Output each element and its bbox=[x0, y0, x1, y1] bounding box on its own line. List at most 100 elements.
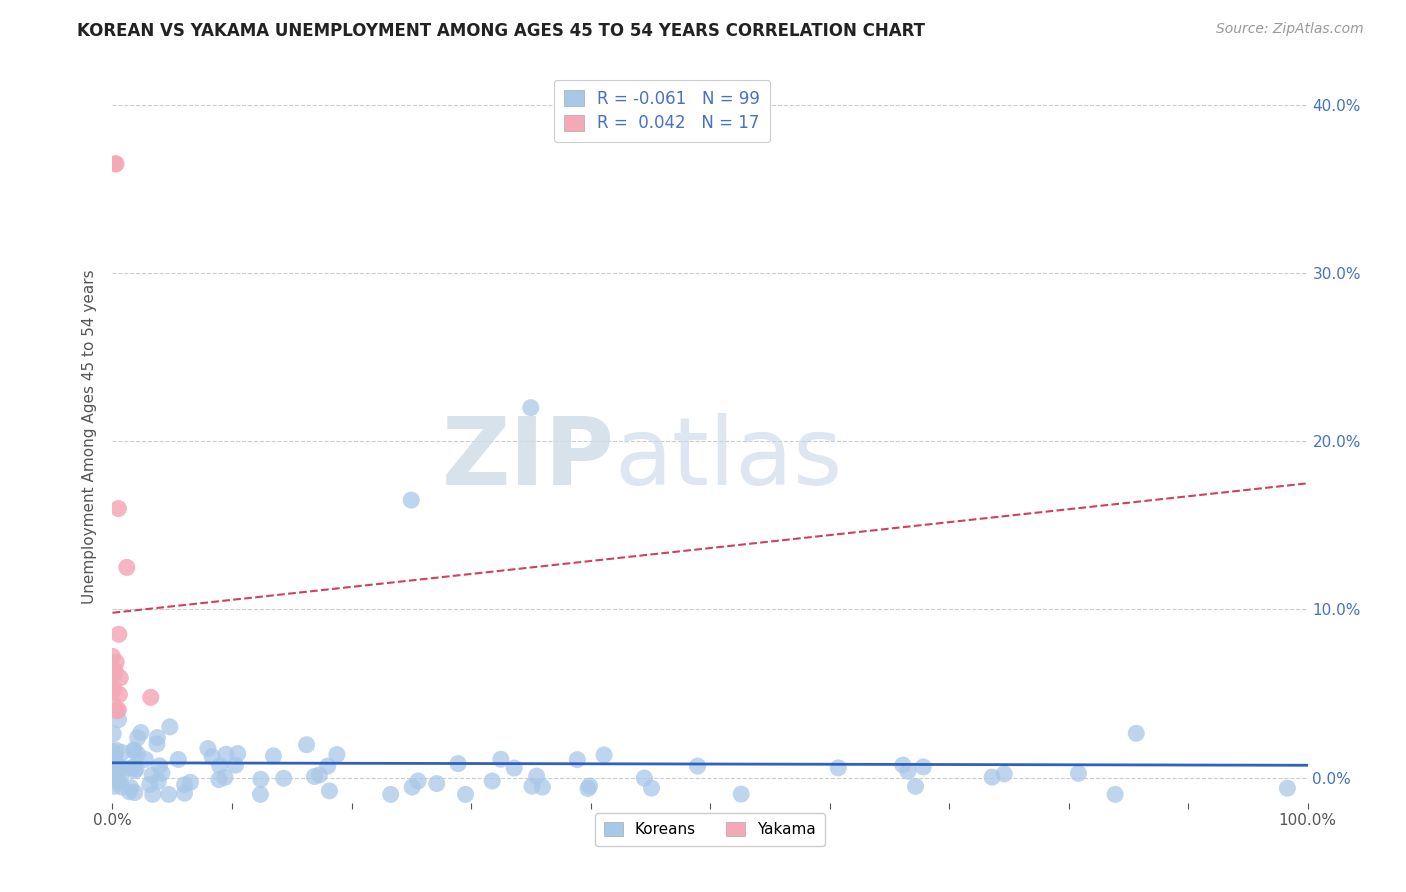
Point bbox=[141, 768, 163, 782]
Point bbox=[173, 778, 195, 792]
Point bbox=[686, 759, 709, 773]
Point bbox=[108, 688, 131, 702]
Point bbox=[122, 743, 145, 757]
Point bbox=[640, 781, 662, 796]
Point bbox=[148, 759, 170, 773]
Point bbox=[105, 743, 128, 757]
Point bbox=[104, 664, 127, 678]
Point bbox=[121, 760, 143, 774]
Point bbox=[104, 667, 127, 681]
Point bbox=[103, 780, 125, 794]
Point bbox=[108, 627, 131, 641]
Point bbox=[406, 774, 429, 789]
Point bbox=[124, 786, 146, 800]
Point bbox=[520, 779, 543, 793]
Text: Source: ZipAtlas.com: Source: ZipAtlas.com bbox=[1216, 22, 1364, 37]
Point bbox=[104, 769, 127, 783]
Point bbox=[912, 760, 935, 774]
Point bbox=[578, 779, 600, 793]
Point bbox=[127, 731, 149, 745]
Point bbox=[134, 752, 156, 766]
Point bbox=[1104, 788, 1126, 802]
Text: ZIP: ZIP bbox=[441, 413, 614, 505]
Point bbox=[148, 774, 170, 789]
Point bbox=[107, 501, 129, 516]
Point bbox=[526, 769, 548, 783]
Point bbox=[167, 752, 190, 766]
Point bbox=[249, 788, 271, 802]
Point bbox=[115, 560, 138, 574]
Point bbox=[146, 737, 169, 751]
Point bbox=[993, 767, 1015, 781]
Point bbox=[401, 493, 423, 508]
Point bbox=[101, 755, 124, 769]
Point bbox=[179, 775, 201, 789]
Point bbox=[891, 758, 914, 772]
Point bbox=[103, 756, 125, 771]
Point bbox=[101, 768, 124, 782]
Point bbox=[107, 713, 129, 727]
Point bbox=[318, 784, 340, 798]
Point bbox=[118, 785, 141, 799]
Point bbox=[121, 761, 143, 775]
Point bbox=[105, 655, 128, 669]
Point bbox=[120, 780, 142, 795]
Point bbox=[593, 747, 616, 762]
Point bbox=[633, 771, 655, 785]
Point bbox=[101, 744, 124, 758]
Point bbox=[111, 780, 134, 794]
Point bbox=[110, 763, 132, 777]
Point bbox=[101, 684, 124, 698]
Point bbox=[105, 157, 128, 171]
Point bbox=[107, 774, 129, 789]
Point bbox=[304, 769, 326, 783]
Point bbox=[110, 769, 132, 783]
Point bbox=[730, 787, 752, 801]
Point bbox=[101, 766, 124, 780]
Point bbox=[101, 649, 124, 664]
Point bbox=[104, 748, 127, 763]
Point bbox=[129, 725, 152, 739]
Point bbox=[489, 752, 512, 766]
Point bbox=[197, 741, 219, 756]
Point bbox=[447, 756, 470, 771]
Point bbox=[827, 761, 849, 775]
Point bbox=[1125, 726, 1147, 740]
Point bbox=[201, 749, 224, 764]
Point bbox=[111, 746, 134, 760]
Point bbox=[122, 743, 145, 757]
Point bbox=[1067, 766, 1090, 780]
Point bbox=[208, 772, 231, 787]
Point bbox=[503, 761, 526, 775]
Point bbox=[426, 776, 449, 790]
Point bbox=[576, 781, 599, 796]
Point bbox=[150, 766, 173, 780]
Point bbox=[214, 770, 236, 784]
Point bbox=[226, 747, 249, 761]
Point bbox=[103, 749, 125, 764]
Point bbox=[104, 157, 127, 171]
Point bbox=[224, 758, 246, 772]
Point bbox=[103, 681, 125, 696]
Point bbox=[454, 788, 477, 802]
Point bbox=[125, 762, 148, 776]
Point bbox=[159, 720, 181, 734]
Point bbox=[401, 780, 423, 794]
Point bbox=[904, 780, 927, 794]
Point bbox=[105, 704, 128, 718]
Point bbox=[481, 774, 503, 789]
Point bbox=[262, 748, 284, 763]
Legend: Koreans, Yakama: Koreans, Yakama bbox=[595, 813, 825, 847]
Point bbox=[103, 727, 125, 741]
Point bbox=[157, 788, 180, 802]
Point bbox=[520, 401, 543, 415]
Point bbox=[249, 772, 271, 787]
Point bbox=[105, 761, 128, 775]
Point bbox=[107, 703, 129, 717]
Point bbox=[380, 788, 402, 802]
Text: KOREAN VS YAKAMA UNEMPLOYMENT AMONG AGES 45 TO 54 YEARS CORRELATION CHART: KOREAN VS YAKAMA UNEMPLOYMENT AMONG AGES… bbox=[77, 22, 925, 40]
Point bbox=[208, 758, 231, 772]
Point bbox=[308, 768, 330, 782]
Point bbox=[139, 690, 162, 705]
Text: atlas: atlas bbox=[614, 413, 842, 505]
